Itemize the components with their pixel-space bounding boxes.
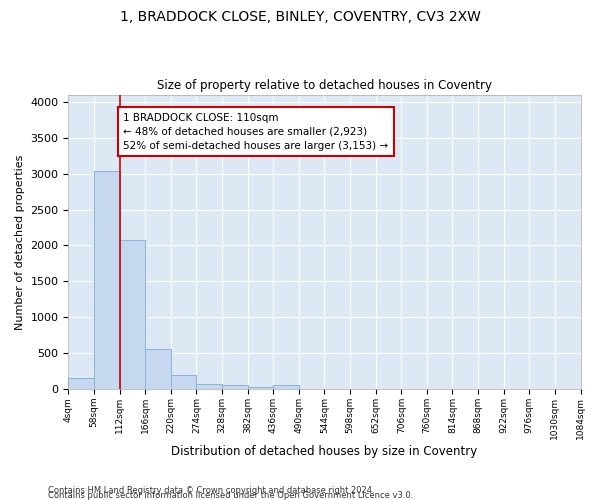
Y-axis label: Number of detached properties: Number of detached properties — [15, 154, 25, 330]
Bar — [248, 386, 273, 389]
Bar — [68, 378, 94, 389]
Bar — [145, 350, 171, 389]
Text: 1, BRADDOCK CLOSE, BINLEY, COVENTRY, CV3 2XW: 1, BRADDOCK CLOSE, BINLEY, COVENTRY, CV3… — [119, 10, 481, 24]
Bar — [119, 240, 145, 389]
X-axis label: Distribution of detached houses by size in Coventry: Distribution of detached houses by size … — [172, 444, 478, 458]
Bar — [196, 384, 222, 389]
Bar — [222, 385, 248, 389]
Text: Contains public sector information licensed under the Open Government Licence v3: Contains public sector information licen… — [48, 490, 413, 500]
Bar — [273, 385, 299, 389]
Bar — [171, 375, 196, 389]
Text: Contains HM Land Registry data © Crown copyright and database right 2024.: Contains HM Land Registry data © Crown c… — [48, 486, 374, 495]
Text: 1 BRADDOCK CLOSE: 110sqm
← 48% of detached houses are smaller (2,923)
52% of sem: 1 BRADDOCK CLOSE: 110sqm ← 48% of detach… — [124, 112, 389, 150]
Title: Size of property relative to detached houses in Coventry: Size of property relative to detached ho… — [157, 79, 492, 92]
Bar — [94, 170, 119, 389]
